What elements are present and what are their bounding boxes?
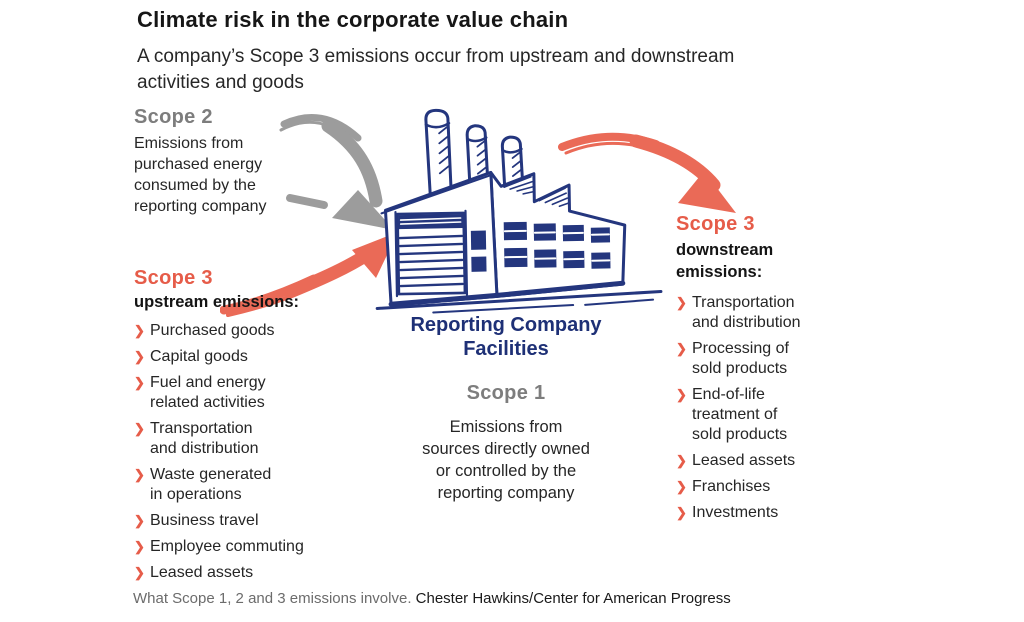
- facility-label: Reporting Company Facilities: [410, 314, 602, 360]
- center-column: Reporting Company Facilities Scope 1 Emi…: [374, 313, 638, 504]
- list-item: ❯ Transportation and distribution: [676, 293, 836, 333]
- credit-text: Chester Hawkins/Center for American Prog…: [415, 590, 731, 607]
- list-item: ❯ Business travel: [134, 511, 319, 531]
- list-item-label: Employee commuting: [150, 538, 304, 555]
- chevron-bullet-icon: ❯: [134, 467, 145, 482]
- scope3-downstream-heading: Scope 3: [676, 213, 755, 235]
- list-item-label: Investments: [692, 504, 779, 521]
- list-item: ❯ Purchased goods: [134, 321, 319, 341]
- scope3-upstream-heading: Scope 3: [134, 267, 213, 289]
- list-item: ❯ Leased assets: [134, 563, 319, 583]
- list-item: ❯ Capital goods: [134, 347, 319, 367]
- list-item-label: Leased assets: [150, 564, 254, 581]
- chevron-bullet-icon: ❯: [134, 539, 145, 554]
- scope3-upstream-block: Scope 3 upstream emissions: ❯ Purchased …: [134, 267, 319, 589]
- scope3-downstream-list: ❯ Transportation and distribution ❯ Proc…: [676, 293, 836, 523]
- chevron-bullet-icon: ❯: [134, 323, 145, 338]
- list-item: ❯ Leased assets: [676, 451, 836, 471]
- chevron-bullet-icon: ❯: [676, 341, 687, 356]
- list-item-label: Business travel: [150, 512, 259, 529]
- list-item-label: Transportation and distribution: [692, 294, 801, 331]
- scope3-upstream-list: ❯ Purchased goods ❯ Capital goods ❯ Fuel…: [134, 321, 319, 583]
- chevron-bullet-icon: ❯: [134, 513, 145, 528]
- list-item: ❯ Transportation and distribution: [134, 419, 319, 459]
- list-item-label: Transportation and distribution: [150, 420, 259, 457]
- list-item: ❯ Franchises: [676, 477, 836, 497]
- list-item-label: Processing of sold products: [692, 340, 789, 377]
- chevron-bullet-icon: ❯: [134, 349, 145, 364]
- list-item: ❯ End-of-life treatment of sold products: [676, 385, 836, 445]
- scope1-description: Emissions from sources directly owned or…: [422, 418, 590, 502]
- chevron-bullet-icon: ❯: [676, 295, 687, 310]
- chevron-bullet-icon: ❯: [676, 453, 687, 468]
- list-item-label: Franchises: [692, 478, 771, 495]
- list-item: ❯ Investments: [676, 503, 836, 523]
- factory-illustration-icon: [372, 90, 664, 314]
- chevron-bullet-icon: ❯: [134, 421, 145, 436]
- list-item: ❯ Waste generated in operations: [134, 465, 319, 505]
- list-item-label: Leased assets: [692, 452, 796, 469]
- list-item-label: Waste generated in operations: [150, 466, 272, 503]
- scope3-downstream-block: Scope 3 downstream emissions: ❯ Transpor…: [676, 213, 836, 529]
- list-item-label: Capital goods: [150, 348, 248, 365]
- footer-caption: What Scope 1, 2 and 3 emissions involve.…: [133, 589, 731, 608]
- list-item-label: Purchased goods: [150, 322, 275, 339]
- list-item: ❯ Fuel and energy related activities: [134, 373, 319, 413]
- scope2-block: Scope 2 Emissions from purchased energy …: [134, 106, 304, 217]
- scope2-description: Emissions from purchased energy consumed…: [134, 135, 267, 215]
- scope2-heading: Scope 2: [134, 106, 213, 128]
- page-subtitle: A company’s Scope 3 emissions occur from…: [137, 46, 735, 93]
- list-item-label: Fuel and energy related activities: [150, 374, 266, 411]
- chevron-bullet-icon: ❯: [676, 505, 687, 520]
- scope3-downstream-subheading: downstream emissions:: [676, 241, 774, 281]
- chevron-bullet-icon: ❯: [134, 375, 145, 390]
- chevron-bullet-icon: ❯: [676, 479, 687, 494]
- list-item-label: End-of-life treatment of sold products: [692, 386, 788, 443]
- chevron-bullet-icon: ❯: [676, 387, 687, 402]
- scope2-arrow-icon: [276, 104, 411, 249]
- caption-text: What Scope 1, 2 and 3 emissions involve.: [133, 590, 412, 607]
- scope3-upstream-subheading: upstream emissions:: [134, 293, 300, 311]
- page-title: Climate risk in the corporate value chai…: [137, 7, 569, 32]
- list-item: ❯ Processing of sold products: [676, 339, 836, 379]
- list-item: ❯ Employee commuting: [134, 537, 319, 557]
- chevron-bullet-icon: ❯: [134, 565, 145, 580]
- scope1-heading: Scope 1: [466, 382, 546, 404]
- scope3-downstream-arrow-icon: [556, 121, 742, 221]
